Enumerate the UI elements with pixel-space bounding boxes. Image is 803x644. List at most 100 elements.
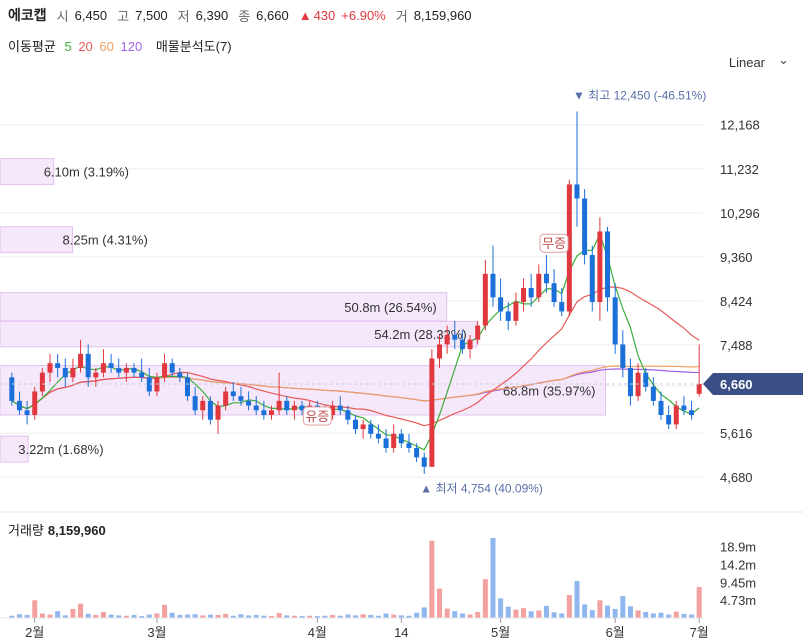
volume-bar [437, 588, 443, 618]
candle-body [673, 405, 679, 425]
candle-body [291, 405, 297, 411]
volume-bar [284, 615, 290, 618]
volume-bar [261, 615, 267, 618]
volume-bar [215, 614, 221, 618]
x-tick-label: 14 [394, 625, 408, 640]
volume-bar [85, 613, 91, 618]
candle-body [612, 297, 618, 345]
volume-bar [383, 613, 389, 618]
volume-bar [612, 608, 618, 618]
x-tick-label: 7월 [690, 625, 709, 640]
candle-body [108, 363, 114, 368]
x-tick-label: 5월 [491, 625, 510, 640]
candle-body [360, 424, 366, 430]
candle-body [177, 372, 183, 378]
volume-bar [184, 614, 190, 618]
volume-bar [177, 614, 183, 618]
volume-bar [391, 614, 397, 618]
volume-bar [55, 611, 61, 618]
candle-body [582, 198, 588, 255]
candle-body [93, 372, 99, 378]
volume-profile-bar [0, 158, 55, 185]
volume-bar [635, 610, 641, 618]
volume-bar [246, 615, 252, 618]
volume-bar [207, 614, 213, 618]
candle-body [513, 302, 519, 321]
ma60-label[interactable]: 60 [99, 39, 114, 54]
volume-bar [32, 600, 38, 618]
ma120-label[interactable]: 120 [120, 39, 143, 54]
candle-body [146, 377, 152, 392]
candle-body [100, 363, 106, 373]
volume-bar [528, 611, 534, 618]
candle-body [559, 302, 565, 312]
volume-bar [666, 614, 672, 618]
volume-tick-label: 18.9m [720, 540, 756, 555]
volume-bar [230, 615, 236, 618]
candle-body [169, 363, 175, 373]
volume-bar [643, 611, 649, 618]
candle-body [368, 424, 374, 434]
volume-bar [116, 615, 122, 618]
candle-body [437, 344, 443, 359]
candle-body [505, 311, 511, 321]
volume-profile-label[interactable]: 매물분석도(7) [155, 39, 232, 54]
high-annotation: ▼ 최고 12,450 (-46.51%) [573, 88, 706, 102]
volume-bar [574, 581, 580, 618]
candle-body [62, 367, 68, 378]
scale-mode-selector[interactable]: Linear [728, 55, 765, 70]
volume-bar [139, 616, 145, 618]
candle-body [658, 400, 664, 415]
candle-body [78, 353, 84, 368]
stock-name: 에코캡 [8, 7, 47, 23]
volume-bar [154, 613, 160, 618]
volume-tick-label: 14.2m [720, 557, 756, 572]
volume-tick-label: 4.73m [720, 593, 756, 608]
volume-panel-label: 거래량 [8, 523, 44, 538]
candle-body [627, 367, 633, 397]
volume-bar [543, 605, 549, 618]
candle-body [24, 410, 30, 415]
volume-profile-bar [0, 435, 29, 463]
candle-body [543, 273, 549, 284]
volume-bar [467, 614, 473, 618]
candle-body [689, 410, 695, 415]
volume-bar [291, 615, 297, 618]
volume-bar [681, 613, 687, 618]
volume-bar [414, 612, 420, 618]
volume-profile-bar [0, 292, 448, 322]
ma5-label[interactable]: 5 [64, 39, 72, 54]
volume-bar [521, 608, 527, 618]
volume-bar [47, 614, 53, 618]
candle-body [47, 363, 53, 373]
volume-bar [253, 614, 259, 618]
x-tick-label: 4월 [308, 625, 327, 640]
ma-legend[interactable]: 이동평균 5 20 60 120 매물분석도(7) [8, 36, 237, 55]
candle-body [383, 438, 389, 448]
candle-body [551, 283, 557, 303]
x-tick-label: 3월 [147, 625, 166, 640]
chevron-down-icon[interactable]: ⌄ [778, 52, 789, 67]
ma20-label[interactable]: 20 [78, 39, 93, 54]
candle-body [261, 410, 267, 415]
candle-body [32, 391, 38, 415]
y-tick-label: 11,232 [720, 162, 759, 177]
volume-bar [322, 615, 328, 618]
current-price-tag [703, 372, 803, 395]
candle-body [207, 400, 213, 420]
volume-bar [368, 614, 374, 618]
volume-bar [627, 606, 633, 618]
candle-body [421, 457, 427, 467]
volume-bar [459, 613, 465, 618]
volume-bar [93, 614, 99, 618]
candle-body [337, 405, 343, 411]
volume-bar [689, 614, 695, 618]
volume-bar [658, 612, 664, 618]
candle-body [490, 273, 496, 298]
volume-bar [200, 615, 206, 618]
volume-profile-label: 3.22m (1.68%) [18, 442, 103, 457]
volume-bar [505, 606, 511, 618]
candle-body [681, 405, 687, 411]
volume-bar [566, 594, 572, 618]
